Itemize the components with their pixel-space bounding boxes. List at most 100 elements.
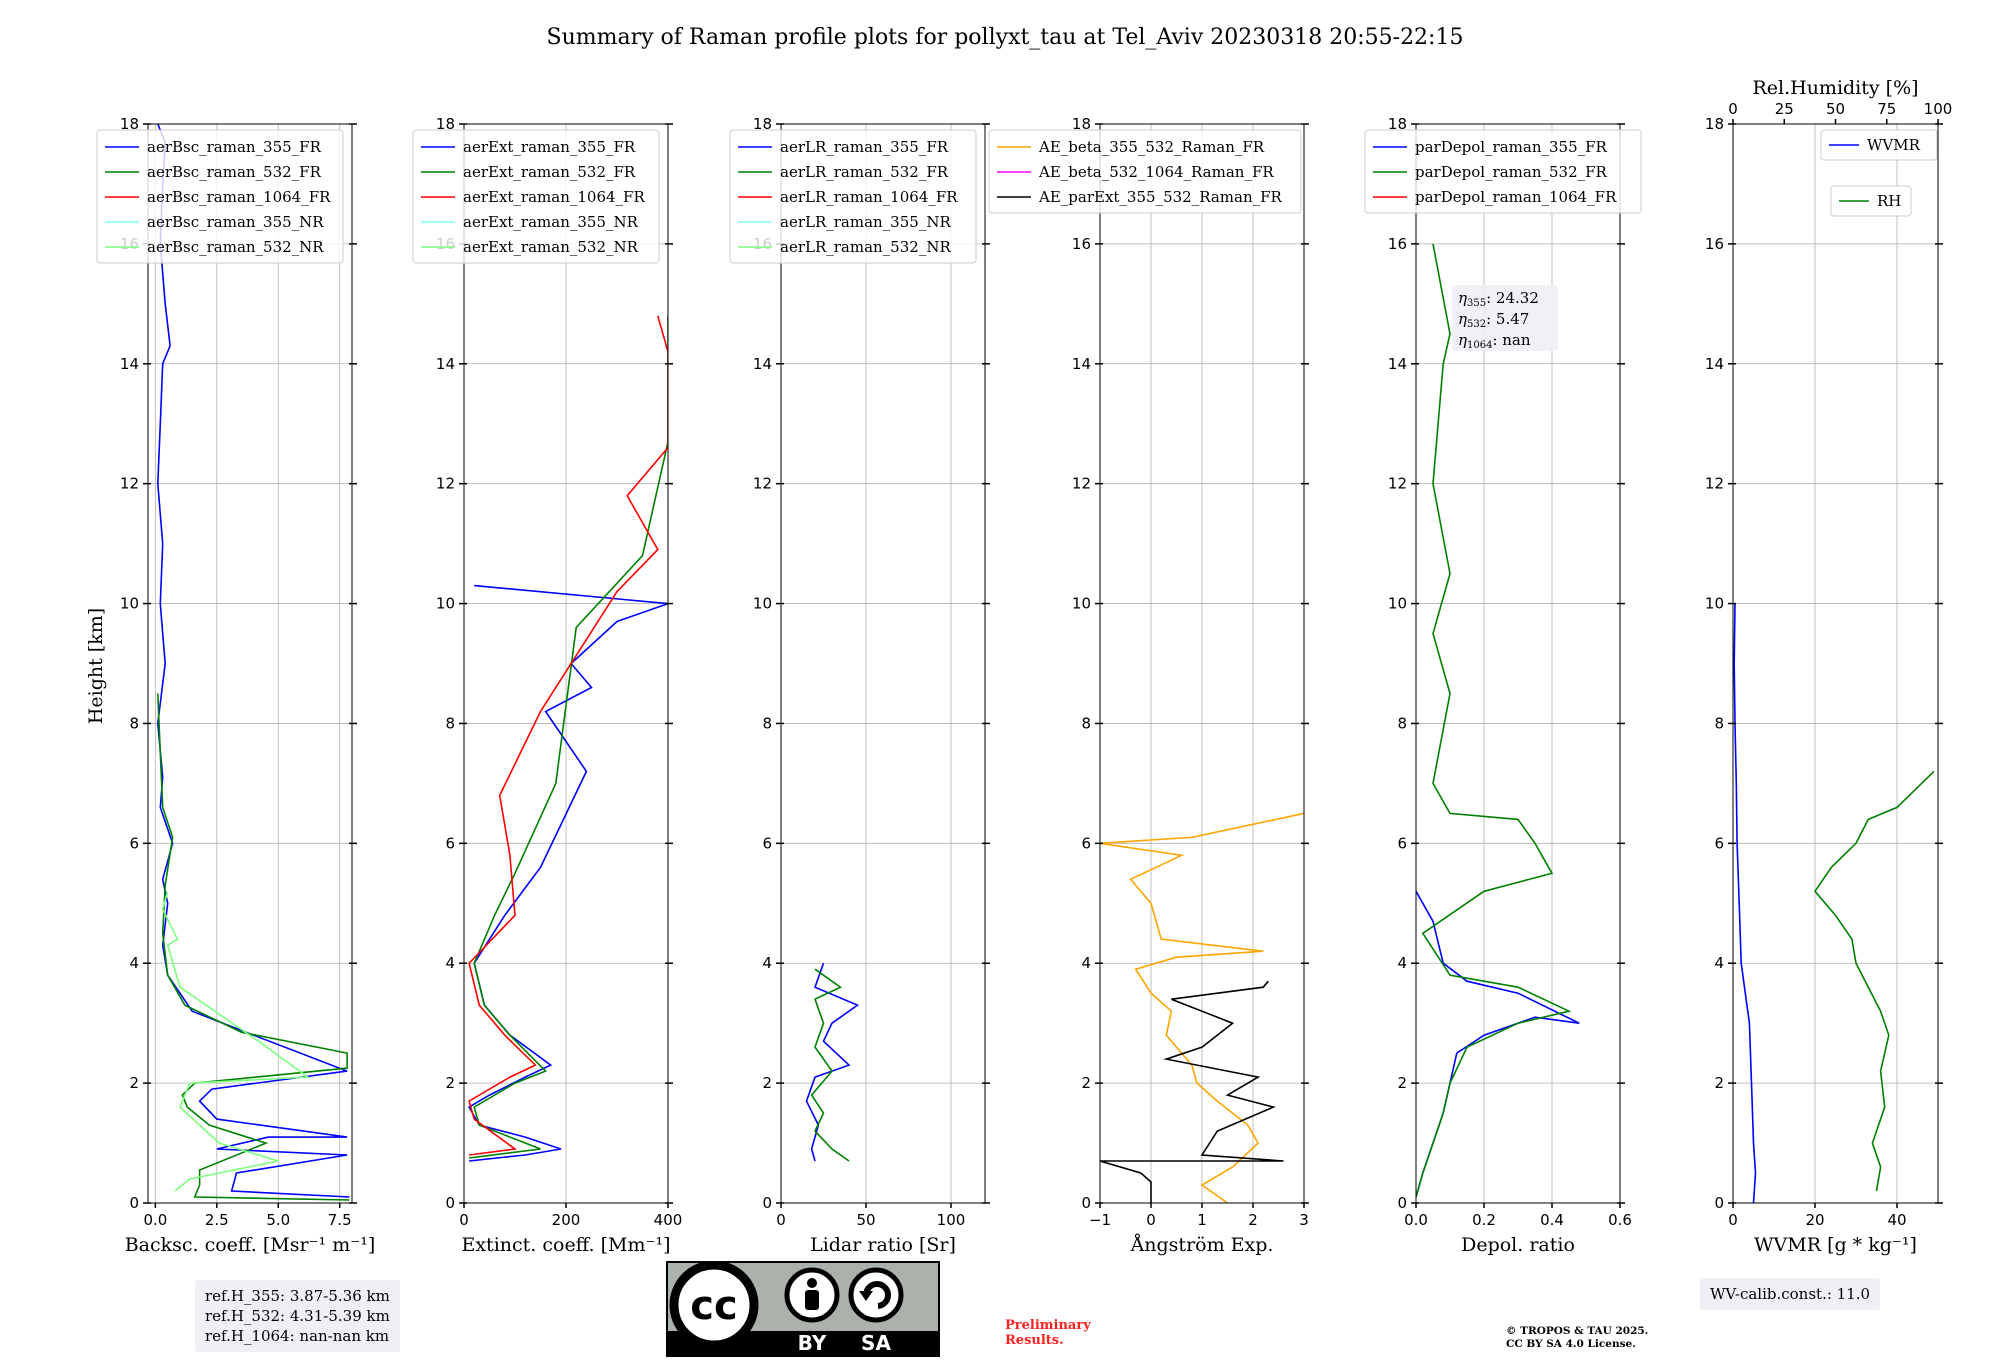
top-x-tick-label: 25	[1775, 100, 1794, 118]
copyright-line2: CC BY SA 4.0 License.	[1506, 1338, 1636, 1350]
preliminary-note: Preliminary Results.	[1005, 1318, 1091, 1348]
y-tick-label: 2	[1397, 1074, 1407, 1092]
axes-frame	[1415, 123, 1621, 1204]
top-x-tick-label: 75	[1877, 100, 1896, 118]
y-tick-label: 8	[445, 714, 455, 732]
x-tick-label: 0	[1728, 1211, 1738, 1229]
y-tick-label: 14	[436, 355, 455, 373]
legend-entry: aerExt_raman_532_NR	[463, 238, 639, 256]
panel-ext: 0246810121416180200400Extinct. coeff. [M…	[412, 115, 683, 1256]
series-line-parDepol_raman_532_FR	[1416, 243, 1572, 1198]
top-x-tick-label: 0	[1728, 100, 1738, 118]
ref-height-1064: ref.H_1064: nan-nan km	[205, 1327, 390, 1345]
x-tick-label: 40	[1887, 1211, 1906, 1229]
legend-entry: aerLR_raman_532_NR	[780, 238, 951, 256]
x-tick-label: 50	[856, 1211, 875, 1229]
y-tick-label: 8	[762, 714, 772, 732]
axes-frame	[780, 123, 986, 1204]
x-tick-label: 0.4	[1540, 1211, 1564, 1229]
series-line-aerBsc_raman_532_NR	[161, 891, 311, 1192]
legend-entry: aerExt_raman_1064_FR	[463, 188, 645, 206]
y-tick-label: 4	[1714, 954, 1724, 972]
license-badge: cc BY SA	[666, 1261, 940, 1357]
x-tick-label: −1	[1089, 1211, 1111, 1229]
legend-entry: AE_parExt_355_532_Raman_FR	[1038, 188, 1283, 206]
x-axis-label: Lidar ratio [Sr]	[810, 1234, 956, 1256]
x-tick-label: 2	[1248, 1211, 1258, 1229]
sa-label: SA	[861, 1331, 891, 1355]
cc-logo-text: cc	[690, 1283, 737, 1329]
legend-entry: parDepol_raman_355_FR	[1415, 138, 1608, 156]
x-tick-label: 0.0	[143, 1211, 167, 1229]
y-tick-label: 8	[129, 714, 139, 732]
x-tick-label: 2.5	[205, 1211, 229, 1229]
ref-height-532: ref.H_532: 4.31-5.39 km	[205, 1307, 390, 1325]
series-line-aerBsc_raman_355_FR	[156, 124, 350, 1198]
y-tick-label: 18	[436, 115, 455, 133]
sa-share-icon	[848, 1267, 904, 1323]
legend-box	[96, 129, 344, 264]
legend-entry: aerExt_raman_355_NR	[463, 213, 639, 231]
y-tick-label: 10	[1072, 595, 1091, 613]
x-axis-label: Ångström Exp.	[1130, 1234, 1274, 1256]
x-tick-label: 1	[1197, 1211, 1207, 1229]
wv-calib-box: WV-calib.const.: 11.0	[1700, 1278, 1881, 1310]
copyright-note: © TROPOS & TAU 2025. CC BY SA 4.0 Licens…	[1506, 1325, 1648, 1351]
y-tick-label: 12	[1388, 475, 1407, 493]
legend-entry: aerBsc_raman_1064_FR	[147, 188, 331, 206]
legend-entry: aerLR_raman_355_FR	[780, 138, 949, 156]
series-line-aerExt_raman_1064_FR	[468, 315, 668, 1156]
y-tick-label: 6	[1397, 834, 1407, 852]
series-line-RH	[1813, 770, 1935, 1192]
legend-entry: aerBsc_raman_355_NR	[147, 213, 324, 231]
y-tick-label: 6	[762, 834, 772, 852]
y-tick-label: 4	[762, 954, 772, 972]
legend-box	[412, 129, 660, 264]
y-tick-label: 14	[120, 355, 139, 373]
legend-entry: aerBsc_raman_532_NR	[147, 238, 324, 256]
y-tick-label: 0	[762, 1194, 772, 1212]
series-line-aerExt_raman_355_FR	[468, 584, 668, 1162]
top-x-tick-label: 100	[1924, 100, 1953, 118]
y-tick-label: 2	[762, 1074, 772, 1092]
x-tick-label: 0	[459, 1211, 469, 1229]
y-tick-label: 8	[1714, 714, 1724, 732]
series-line-parDepol_raman_355_FR	[1416, 890, 1580, 1198]
legend-entry: aerLR_raman_1064_FR	[780, 188, 958, 206]
y-tick-label: 14	[1388, 355, 1407, 373]
y-tick-label: 0	[129, 1194, 139, 1212]
series-line-AE_parExt_355_532_Raman_FR	[1100, 980, 1284, 1203]
y-tick-label: 6	[129, 834, 139, 852]
x-tick-label: 100	[937, 1211, 966, 1229]
y-tick-label: 14	[1705, 355, 1724, 373]
y-tick-label: 18	[1388, 115, 1407, 133]
y-tick-label: 4	[445, 954, 455, 972]
x-tick-label: 400	[654, 1211, 683, 1229]
top-x-axis-label: Rel.Humidity [%]	[1752, 77, 1918, 99]
x-tick-label: 5.0	[266, 1211, 290, 1229]
legend-entry: parDepol_raman_532_FR	[1415, 163, 1608, 181]
panel-lr: 024681012141618050100Lidar ratio [Sr]aer…	[729, 115, 990, 1256]
y-tick-label: 12	[1705, 475, 1724, 493]
x-axis-label: Backsc. coeff. [Msr⁻¹ m⁻¹]	[125, 1234, 376, 1256]
legend-entry: aerExt_raman_532_FR	[463, 163, 636, 181]
legend-box	[988, 129, 1302, 214]
series-line-AE_beta_355_532_Raman_FR	[1100, 812, 1304, 1203]
y-tick-label: 2	[1081, 1074, 1091, 1092]
top-x-tick-label: 50	[1826, 100, 1845, 118]
y-tick-label: 2	[445, 1074, 455, 1092]
legend-entry: AE_beta_355_532_Raman_FR	[1038, 138, 1265, 156]
x-tick-label: 20	[1805, 1211, 1824, 1229]
series-line-aerExt_raman_532_FR	[468, 315, 668, 1159]
figure-title: Summary of Raman profile plots for polly…	[547, 25, 1464, 50]
series-line-aerLR_raman_532_FR	[810, 968, 850, 1162]
legend-entry: WVMR	[1867, 136, 1921, 154]
x-tick-label: 0	[1146, 1211, 1156, 1229]
y-tick-label: 10	[1388, 595, 1407, 613]
y-tick-label: 16	[1705, 235, 1724, 253]
y-tick-label: 12	[753, 475, 772, 493]
y-tick-label: 10	[120, 595, 139, 613]
y-tick-label: 8	[1081, 714, 1091, 732]
x-tick-label: 3	[1299, 1211, 1309, 1229]
